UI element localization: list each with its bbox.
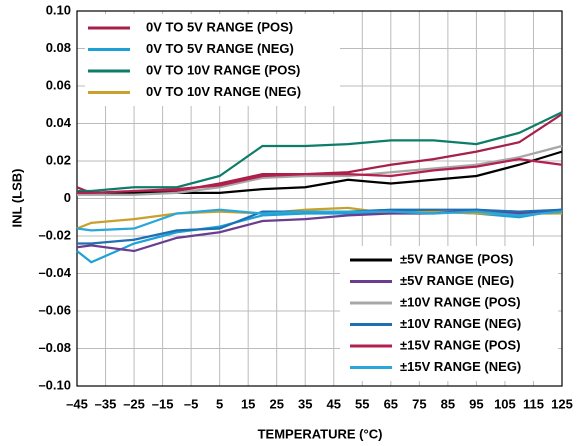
legend-label: ±10V RANGE (NEG) xyxy=(400,316,521,331)
legend-label: ±5V RANGE (POS) xyxy=(400,251,513,266)
series-line xyxy=(76,206,562,230)
y-tick-label: 0.08 xyxy=(46,40,71,55)
series-line xyxy=(76,208,563,253)
y-tick-label: 0.10 xyxy=(46,2,71,17)
y-tick-label: 0.02 xyxy=(46,152,71,167)
x-tick-label: 45 xyxy=(327,396,341,411)
legend-label: ±5V RANGE (NEG) xyxy=(400,273,514,288)
series-line xyxy=(77,158,563,194)
x-tick-label: –25 xyxy=(123,396,145,411)
y-tick-label: –0.04 xyxy=(38,265,71,280)
legend-label: 0V TO 10V RANGE (NEG) xyxy=(146,84,301,99)
legend-label: ±15V RANGE (NEG) xyxy=(400,359,521,374)
x-tick-label: 95 xyxy=(469,396,483,411)
series-line xyxy=(76,208,563,232)
x-tick-label: 85 xyxy=(441,396,455,411)
y-tick-label: –0.06 xyxy=(38,302,71,317)
legend-label: 0V TO 5V RANGE (POS) xyxy=(146,19,293,34)
x-tick-label: –15 xyxy=(152,396,174,411)
x-tick-label: 105 xyxy=(494,396,516,411)
legend-box xyxy=(340,246,558,381)
series-line xyxy=(77,144,563,196)
y-tick-label: –0.08 xyxy=(38,340,71,355)
x-tick-label: –5 xyxy=(184,396,198,411)
y-axis-label: INL (LSB) xyxy=(9,169,24,228)
legend-label: ±15V RANGE (POS) xyxy=(400,337,521,352)
x-tick-label: 125 xyxy=(551,396,573,411)
x-tick-label: 5 xyxy=(216,396,223,411)
x-tick-label: 35 xyxy=(298,396,312,411)
x-axis-label: TEMPERATURE (°C) xyxy=(258,426,383,441)
y-tick-label: –0.02 xyxy=(38,227,71,242)
legend-label: 0V TO 10V RANGE (POS) xyxy=(146,62,300,77)
y-tick-label: 0.04 xyxy=(46,115,72,130)
legend-label: 0V TO 5V RANGE (NEG) xyxy=(146,41,294,56)
x-tick-label: 15 xyxy=(241,396,255,411)
series-line xyxy=(77,150,563,194)
y-tick-label: 0 xyxy=(64,190,71,205)
y-tick-label: –0.10 xyxy=(38,377,71,392)
plot-frame xyxy=(76,10,563,387)
x-tick-label: 55 xyxy=(355,396,369,411)
series-line xyxy=(77,111,563,193)
x-tick-label: 115 xyxy=(523,396,544,411)
y-tick-label: 0.06 xyxy=(46,77,71,92)
series-line xyxy=(76,113,563,194)
legend-label: ±10V RANGE (POS) xyxy=(400,294,521,309)
x-tick-label: 65 xyxy=(384,396,398,411)
x-tick-label: 75 xyxy=(412,396,426,411)
x-tick-label: –35 xyxy=(95,396,117,411)
x-tick-label: –45 xyxy=(66,396,88,411)
x-tick-label: 25 xyxy=(269,396,283,411)
